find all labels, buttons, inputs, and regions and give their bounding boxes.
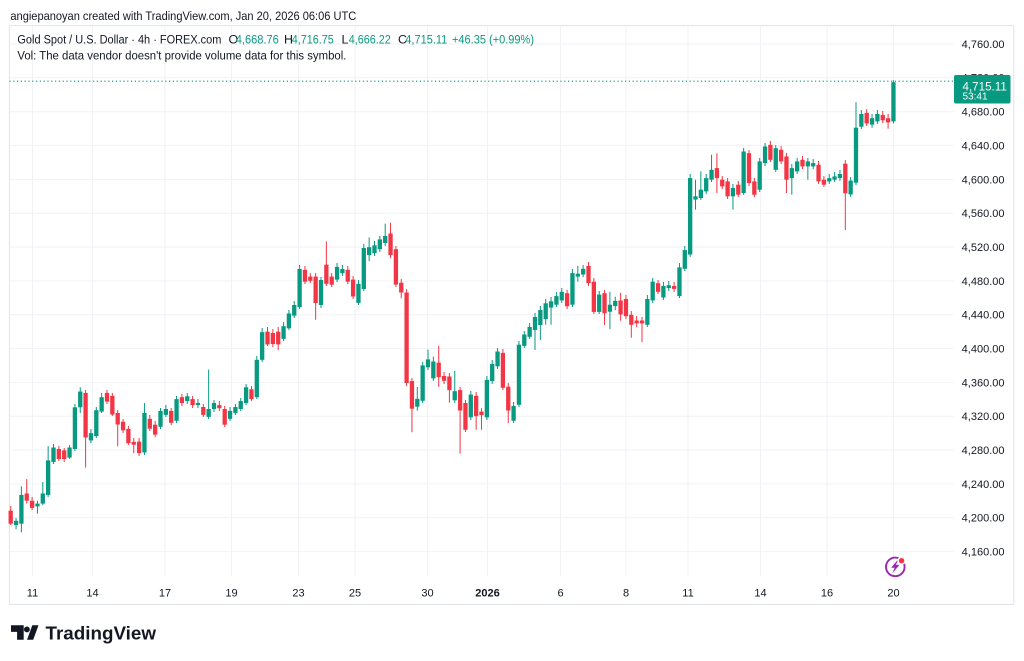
svg-text:4,666.22: 4,666.22 [349,32,391,46]
svg-text:4,240.00: 4,240.00 [962,479,1005,491]
svg-text:11: 11 [27,587,38,599]
svg-text:4,400.00: 4,400.00 [962,344,1005,356]
svg-text:20: 20 [887,587,899,599]
svg-text:4,600.00: 4,600.00 [962,174,1005,186]
svg-text:4,640.00: 4,640.00 [962,140,1005,152]
svg-text:4,320.00: 4,320.00 [962,411,1005,423]
svg-text:17: 17 [159,587,171,599]
svg-text:H: H [284,32,293,46]
svg-text:14: 14 [86,587,98,599]
svg-text:16: 16 [821,587,833,599]
svg-text:angiepanoyan created with Trad: angiepanoyan created with TradingView.co… [10,9,356,23]
svg-text:4,160.00: 4,160.00 [962,547,1005,559]
svg-text:14: 14 [754,587,766,599]
svg-text:8: 8 [623,587,629,599]
svg-text:C: C [398,32,407,46]
svg-text:4,280.00: 4,280.00 [962,445,1005,457]
svg-text:4,520.00: 4,520.00 [962,242,1005,254]
svg-text:4,680.00: 4,680.00 [962,107,1005,119]
svg-text:4,200.00: 4,200.00 [962,513,1005,525]
svg-text:4,715.11: 4,715.11 [405,32,447,46]
svg-text:L: L [342,32,349,46]
svg-text:4,716.75: 4,716.75 [292,32,334,46]
svg-text:4,715.11: 4,715.11 [963,80,1007,93]
svg-text:53:41: 53:41 [963,92,988,103]
svg-text:6: 6 [557,587,563,599]
svg-text:TradingView: TradingView [46,623,157,644]
svg-text:4,668.76: 4,668.76 [236,32,279,46]
svg-text:+46.35 (+0.99%): +46.35 (+0.99%) [452,32,534,46]
svg-text:O: O [229,32,239,46]
svg-text:4,760.00: 4,760.00 [962,39,1005,51]
svg-text:19: 19 [225,587,237,599]
svg-text:23: 23 [292,587,304,599]
svg-text:30: 30 [421,587,433,599]
svg-text:25: 25 [349,587,361,599]
svg-text:4,360.00: 4,360.00 [962,377,1005,389]
svg-text:4,440.00: 4,440.00 [962,310,1005,322]
svg-text:4,480.00: 4,480.00 [962,276,1005,288]
svg-text:2026: 2026 [475,587,499,599]
svg-text:Vol: The data vendor doesn't p: Vol: The data vendor doesn't provide vol… [17,48,346,62]
svg-text:4,560.00: 4,560.00 [962,208,1005,220]
svg-text:Gold Spot / U.S. Dollar · 4h ·: Gold Spot / U.S. Dollar · 4h · FOREX.com [17,32,221,46]
svg-text:11: 11 [682,587,693,599]
